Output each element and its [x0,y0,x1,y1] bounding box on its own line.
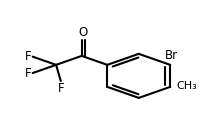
Text: Br: Br [165,49,178,62]
Text: CH₃: CH₃ [177,81,197,91]
Text: O: O [79,26,88,39]
Text: F: F [25,67,31,80]
Text: F: F [58,82,65,95]
Text: F: F [25,50,31,63]
